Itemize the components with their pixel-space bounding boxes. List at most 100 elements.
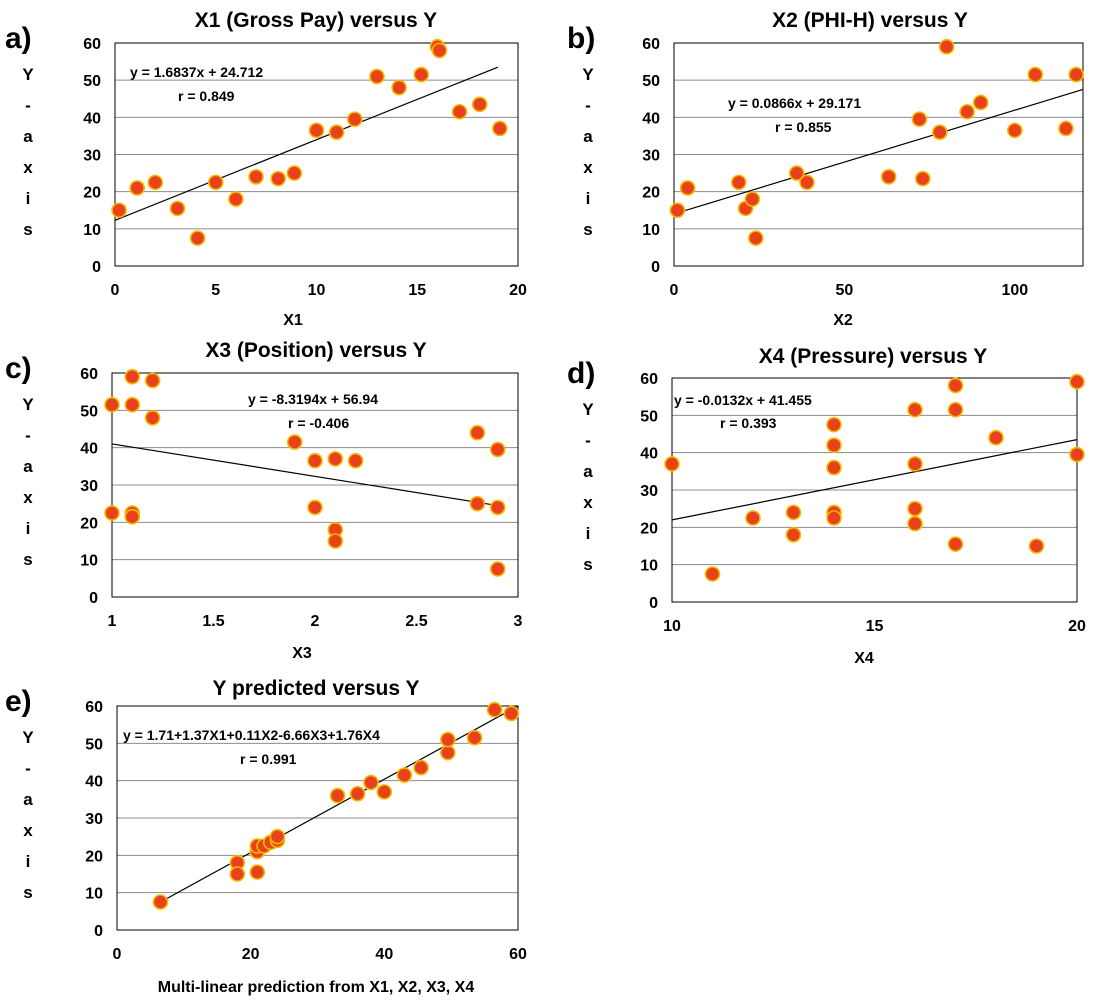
y-axis-label-char: s — [23, 883, 32, 902]
x-tick-label: 10 — [663, 618, 681, 635]
y-axis-label-char: x — [583, 493, 593, 512]
y-tick-label: 0 — [92, 259, 101, 276]
x-tick-label: 2 — [311, 613, 320, 630]
x-tick-label: 1.5 — [202, 613, 224, 630]
data-point — [270, 170, 287, 187]
x-tick-label: 10 — [308, 282, 326, 299]
data-point — [327, 451, 344, 467]
data-point — [486, 701, 503, 718]
y-axis-label-char: - — [25, 426, 31, 445]
regression-equation: y = 1.6837x + 24.712 — [130, 64, 263, 80]
y-axis-label-char: x — [583, 158, 593, 177]
x-axis-label: Multi-linear prediction from X1, X2, X3,… — [158, 979, 475, 996]
data-point — [679, 180, 696, 196]
data-point — [947, 536, 964, 552]
y-tick-label: 30 — [83, 148, 101, 165]
correlation-value: r = 0.855 — [775, 119, 832, 135]
plot-frame — [111, 372, 519, 598]
data-point — [826, 510, 842, 526]
data-point — [1069, 373, 1085, 390]
data-point — [704, 566, 721, 582]
y-axis-label-char: s — [583, 555, 592, 574]
data-point — [489, 561, 506, 577]
correlation-value: r = 0.991 — [240, 751, 297, 767]
data-point — [440, 731, 456, 748]
x-tick-label: 2.5 — [405, 613, 427, 630]
data-point — [152, 894, 169, 910]
data-point — [664, 456, 680, 472]
data-point — [880, 169, 897, 185]
x-tick-label: 5 — [211, 282, 220, 299]
y-tick-label: 40 — [83, 110, 101, 127]
x-axis-label: X2 — [833, 312, 853, 329]
chart-panel-d: d) X4 (Pressure) versus Y 0 10 20 30 40 50 60 10 1… — [567, 345, 1086, 667]
data-point — [1007, 122, 1023, 139]
data-point — [947, 377, 964, 394]
x-tick-label: 15 — [408, 282, 426, 299]
y-axis-label-char: s — [23, 550, 32, 569]
data-point — [1027, 66, 1044, 83]
data-point — [328, 124, 345, 140]
data-point — [489, 441, 506, 458]
data-point — [391, 79, 407, 96]
y-axis-label-char: x — [23, 821, 33, 840]
y-tick-label: 0 — [651, 259, 660, 276]
y-tick-label: 10 — [640, 558, 658, 575]
data-point — [144, 409, 161, 426]
data-point — [269, 828, 286, 845]
data-point — [124, 508, 141, 525]
y-tick-label: 30 — [640, 483, 658, 500]
data-point — [959, 103, 975, 120]
data-point — [785, 504, 802, 521]
chart-title: X1 (Gross Pay) versus Y — [195, 9, 437, 32]
data-point — [431, 42, 448, 59]
panel-label: c) — [5, 352, 32, 385]
y-tick-label: 40 — [80, 441, 98, 458]
data-point — [907, 456, 923, 472]
data-point — [489, 499, 506, 516]
y-axis-label-char: a — [583, 127, 593, 146]
data-point — [747, 230, 764, 246]
data-point — [248, 169, 264, 185]
trendline — [111, 443, 498, 507]
x-tick-label: 1 — [108, 613, 117, 630]
y-tick-label: 0 — [94, 923, 103, 940]
panel-label: b) — [567, 22, 595, 55]
y-tick-label: 40 — [642, 110, 660, 127]
x-tick-label: 3 — [514, 613, 523, 630]
data-point — [396, 767, 413, 783]
data-point — [1069, 446, 1085, 463]
panel-label: e) — [5, 685, 32, 718]
data-point — [1028, 538, 1045, 554]
x-tick-label: 60 — [509, 946, 527, 963]
x-tick-label: 20 — [242, 946, 260, 963]
y-tick-label: 0 — [89, 590, 98, 607]
y-tick-label: 30 — [80, 478, 98, 495]
chart-panel-b: b) X2 (PHI-H) versus Y 0 10 20 30 40 50 60 0 50 100… — [567, 9, 1084, 329]
data-point — [229, 866, 246, 882]
correlation-value: r = 0.849 — [178, 88, 235, 104]
chart-panel-e: e) Y predicted versus Y 0 10 20 30 40 50 60 0 20 40… — [5, 677, 527, 996]
y-tick-label: 10 — [85, 886, 103, 903]
data-point — [286, 434, 303, 450]
data-point — [1058, 120, 1074, 137]
x-tick-label: 20 — [509, 282, 527, 299]
y-tick-label: 40 — [85, 774, 103, 791]
plot-frame — [114, 42, 519, 267]
plot-frame — [116, 705, 519, 931]
data-point — [413, 66, 430, 83]
chart-panel-c: c) X3 (Position) versus Y 0 10 20 30 40 50 60 1 1.… — [5, 339, 523, 662]
data-point — [826, 416, 842, 433]
y-tick-label: 50 — [85, 736, 103, 753]
data-point — [249, 864, 266, 880]
data-point — [915, 170, 931, 187]
data-point — [376, 784, 393, 800]
y-tick-label: 20 — [642, 185, 660, 202]
y-axis-label-char: Y — [582, 400, 594, 419]
y-tick-label: 60 — [642, 36, 660, 53]
data-point — [104, 505, 120, 521]
data-point — [451, 103, 468, 120]
data-point — [329, 787, 346, 804]
